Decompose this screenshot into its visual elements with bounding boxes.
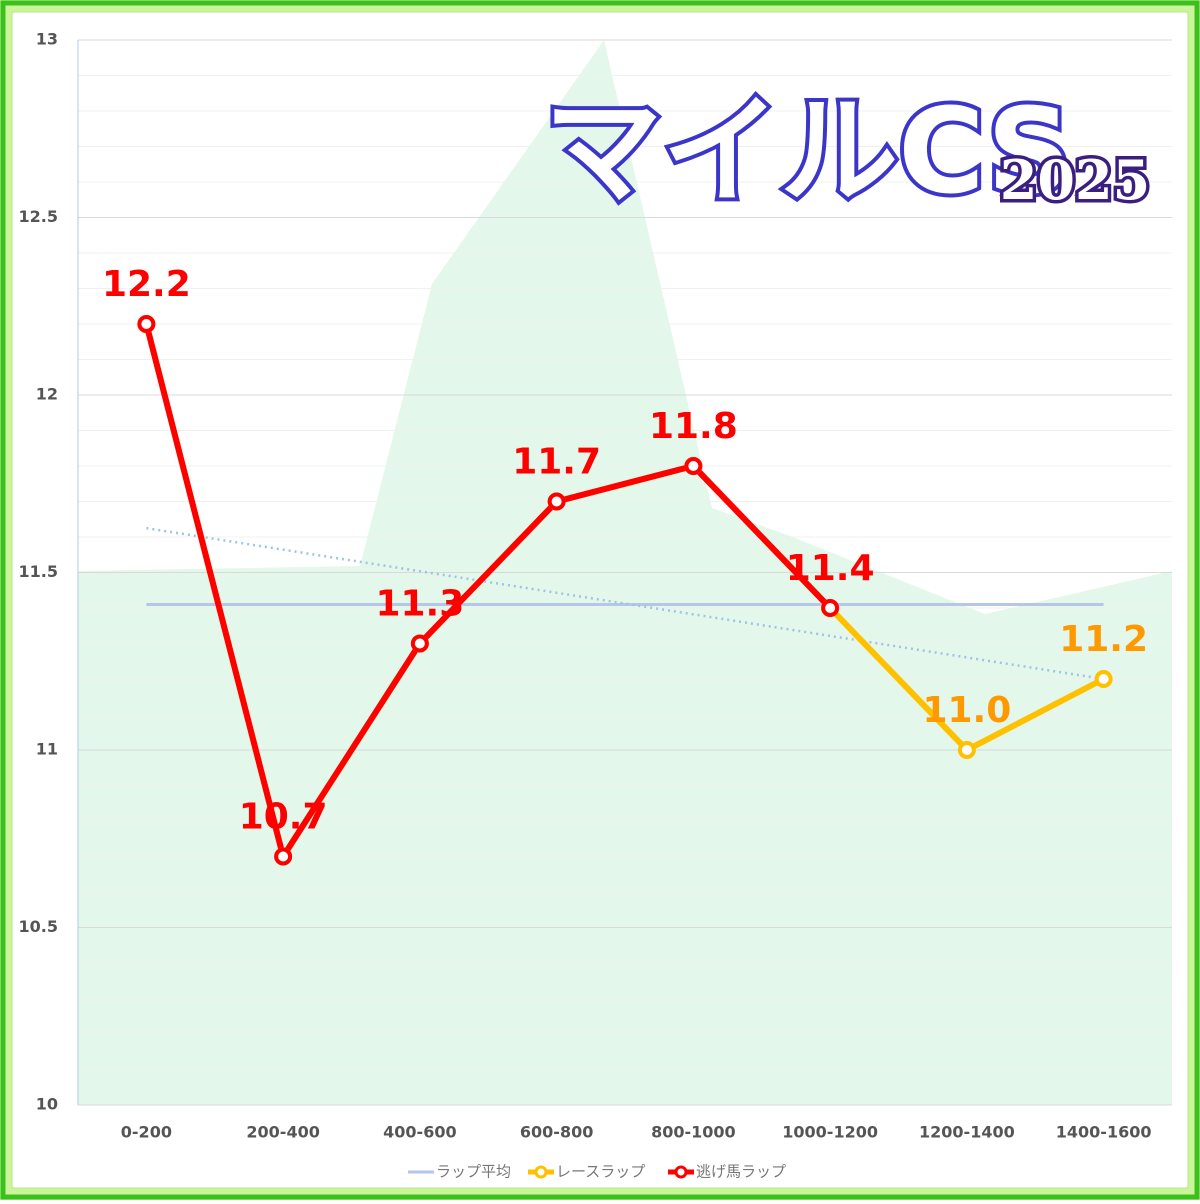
- chart-title: マイルCS: [544, 82, 1072, 220]
- y-tick-label: 10.5: [19, 917, 58, 936]
- legend-marker: [674, 1165, 688, 1179]
- data-label: 11.4: [786, 548, 875, 589]
- y-tick-label: 11.5: [19, 562, 58, 581]
- x-tick-label: 600-800: [520, 1123, 593, 1142]
- legend-label: 逃げ馬ラップ: [696, 1163, 786, 1181]
- y-tick-label: 11: [36, 740, 58, 759]
- legend-item: ラップ平均: [408, 1163, 511, 1181]
- x-tick-label: 1400-1600: [1056, 1123, 1152, 1142]
- data-label: 10.7: [239, 797, 328, 838]
- x-tick-label: 200-400: [246, 1123, 319, 1142]
- legend-marker: [534, 1165, 548, 1179]
- point: [684, 457, 703, 475]
- x-tick-label: 400-600: [383, 1123, 456, 1142]
- data-label: 12.2: [102, 264, 191, 305]
- data-label: 11.3: [375, 584, 464, 625]
- y-tick-label: 10: [36, 1095, 58, 1114]
- point: [547, 492, 566, 511]
- legend-item: レースラップ: [528, 1163, 645, 1181]
- point: [410, 634, 429, 653]
- legend-item: 逃げ馬ラップ: [668, 1163, 786, 1181]
- data-label: 11.0: [922, 690, 1011, 731]
- chart-subtitle: 2025: [1000, 148, 1150, 212]
- data-label: 11.2: [1059, 619, 1148, 660]
- data-label: 11.8: [649, 406, 738, 447]
- point: [1094, 670, 1113, 688]
- point: [274, 847, 293, 866]
- x-tick-label: 800-1000: [651, 1123, 736, 1142]
- y-tick-label: 13: [36, 30, 58, 49]
- point: [957, 741, 976, 759]
- data-label: 11.7: [512, 442, 601, 483]
- x-tick-label: 1200-1400: [919, 1123, 1015, 1142]
- point: [821, 599, 840, 617]
- y-tick-label: 12.5: [19, 207, 58, 226]
- x-tick-label: 0-200: [121, 1123, 172, 1142]
- series-line: [143, 323, 833, 860]
- x-tick-label: 1000-1200: [782, 1123, 878, 1142]
- y-tick-label: 12: [36, 385, 58, 404]
- legend-label: ラップ平均: [436, 1163, 511, 1181]
- legend-label: レースラップ: [556, 1163, 645, 1181]
- point: [137, 315, 156, 333]
